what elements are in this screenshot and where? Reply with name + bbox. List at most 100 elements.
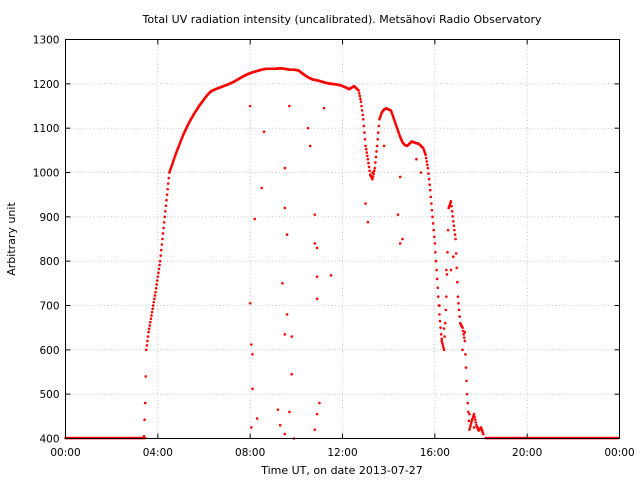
data-point bbox=[285, 233, 289, 236]
data-point bbox=[374, 161, 377, 164]
data-point bbox=[457, 308, 461, 312]
x-tick-label: 16:00 bbox=[420, 447, 450, 459]
data-point bbox=[359, 97, 362, 101]
data-point bbox=[165, 193, 169, 196]
data-point bbox=[360, 109, 364, 112]
data-point bbox=[449, 268, 453, 272]
data-point bbox=[452, 219, 455, 223]
data-point bbox=[467, 419, 471, 423]
data-point bbox=[364, 147, 368, 151]
data-point bbox=[162, 221, 166, 224]
data-point bbox=[435, 277, 439, 281]
data-point bbox=[260, 186, 264, 190]
data-point bbox=[162, 226, 165, 230]
data-point bbox=[250, 343, 253, 346]
y-tick-label: 700 bbox=[39, 301, 59, 313]
data-point bbox=[424, 156, 428, 160]
data-point bbox=[357, 91, 361, 95]
data-point bbox=[155, 283, 158, 286]
data-point bbox=[376, 131, 380, 134]
data-point bbox=[426, 163, 429, 167]
data-point bbox=[357, 89, 360, 92]
data-point bbox=[153, 297, 156, 301]
data-point bbox=[165, 198, 168, 202]
data-point bbox=[443, 321, 447, 325]
data-point bbox=[285, 313, 289, 316]
data-point bbox=[453, 233, 457, 236]
data-point bbox=[318, 401, 321, 405]
data-point bbox=[442, 346, 445, 349]
data-point bbox=[283, 333, 287, 336]
data-point bbox=[374, 155, 378, 159]
data-point bbox=[158, 259, 162, 263]
data-point bbox=[153, 294, 157, 297]
data-point bbox=[329, 274, 333, 277]
data-point bbox=[363, 137, 367, 141]
data-point bbox=[465, 392, 469, 396]
data-point bbox=[442, 327, 446, 330]
data-point bbox=[441, 341, 444, 345]
data-point bbox=[155, 279, 159, 282]
data-point bbox=[441, 344, 445, 347]
data-point bbox=[449, 200, 453, 203]
data-point bbox=[151, 307, 154, 311]
data-point bbox=[450, 209, 454, 213]
data-point bbox=[451, 214, 455, 218]
data-point bbox=[454, 237, 457, 241]
data-point bbox=[444, 308, 448, 312]
data-point bbox=[250, 426, 253, 429]
data-point bbox=[313, 213, 317, 216]
data-point bbox=[474, 421, 478, 424]
data-point bbox=[161, 232, 165, 235]
chart-title: Total UV radiation intensity (uncalibrat… bbox=[142, 13, 542, 26]
data-point bbox=[461, 326, 464, 329]
data-point bbox=[145, 344, 149, 347]
data-point bbox=[315, 297, 319, 301]
data-point bbox=[251, 352, 254, 356]
data-point bbox=[144, 375, 148, 378]
data-point bbox=[427, 172, 430, 175]
data-point bbox=[147, 327, 151, 331]
data-point bbox=[463, 330, 467, 334]
data-point bbox=[425, 160, 429, 163]
data-point bbox=[358, 94, 362, 98]
data-point bbox=[430, 202, 433, 205]
data-point bbox=[156, 275, 160, 278]
data-point bbox=[363, 131, 366, 134]
y-tick-label: 1000 bbox=[33, 168, 60, 180]
data-point bbox=[472, 412, 476, 416]
data-point bbox=[440, 339, 444, 343]
data-point bbox=[371, 175, 375, 178]
data-point bbox=[365, 151, 369, 154]
data-point bbox=[468, 428, 471, 431]
data-point bbox=[434, 259, 438, 263]
data-point bbox=[438, 304, 441, 307]
y-tick-label: 600 bbox=[39, 345, 59, 357]
data-point bbox=[456, 295, 460, 298]
data-point bbox=[401, 237, 404, 241]
data-point bbox=[398, 175, 402, 179]
data-point bbox=[428, 183, 431, 186]
x-tick-label: 00:00 bbox=[50, 447, 80, 459]
data-point bbox=[462, 336, 466, 339]
data-point bbox=[315, 246, 319, 250]
data-point bbox=[288, 104, 291, 108]
data-point bbox=[445, 268, 448, 272]
data-point bbox=[382, 144, 386, 148]
data-points-layer bbox=[64, 67, 620, 440]
data-point bbox=[466, 401, 470, 405]
data-point bbox=[251, 387, 254, 391]
data-point bbox=[439, 326, 442, 329]
data-point bbox=[377, 124, 381, 128]
data-point bbox=[434, 251, 437, 254]
data-point bbox=[429, 195, 433, 199]
data-point bbox=[253, 217, 257, 221]
data-point bbox=[456, 280, 459, 284]
y-tick-label: 1200 bbox=[33, 79, 60, 91]
data-point bbox=[432, 235, 436, 239]
data-point bbox=[461, 348, 464, 352]
data-point bbox=[424, 153, 427, 157]
data-point bbox=[446, 251, 449, 254]
